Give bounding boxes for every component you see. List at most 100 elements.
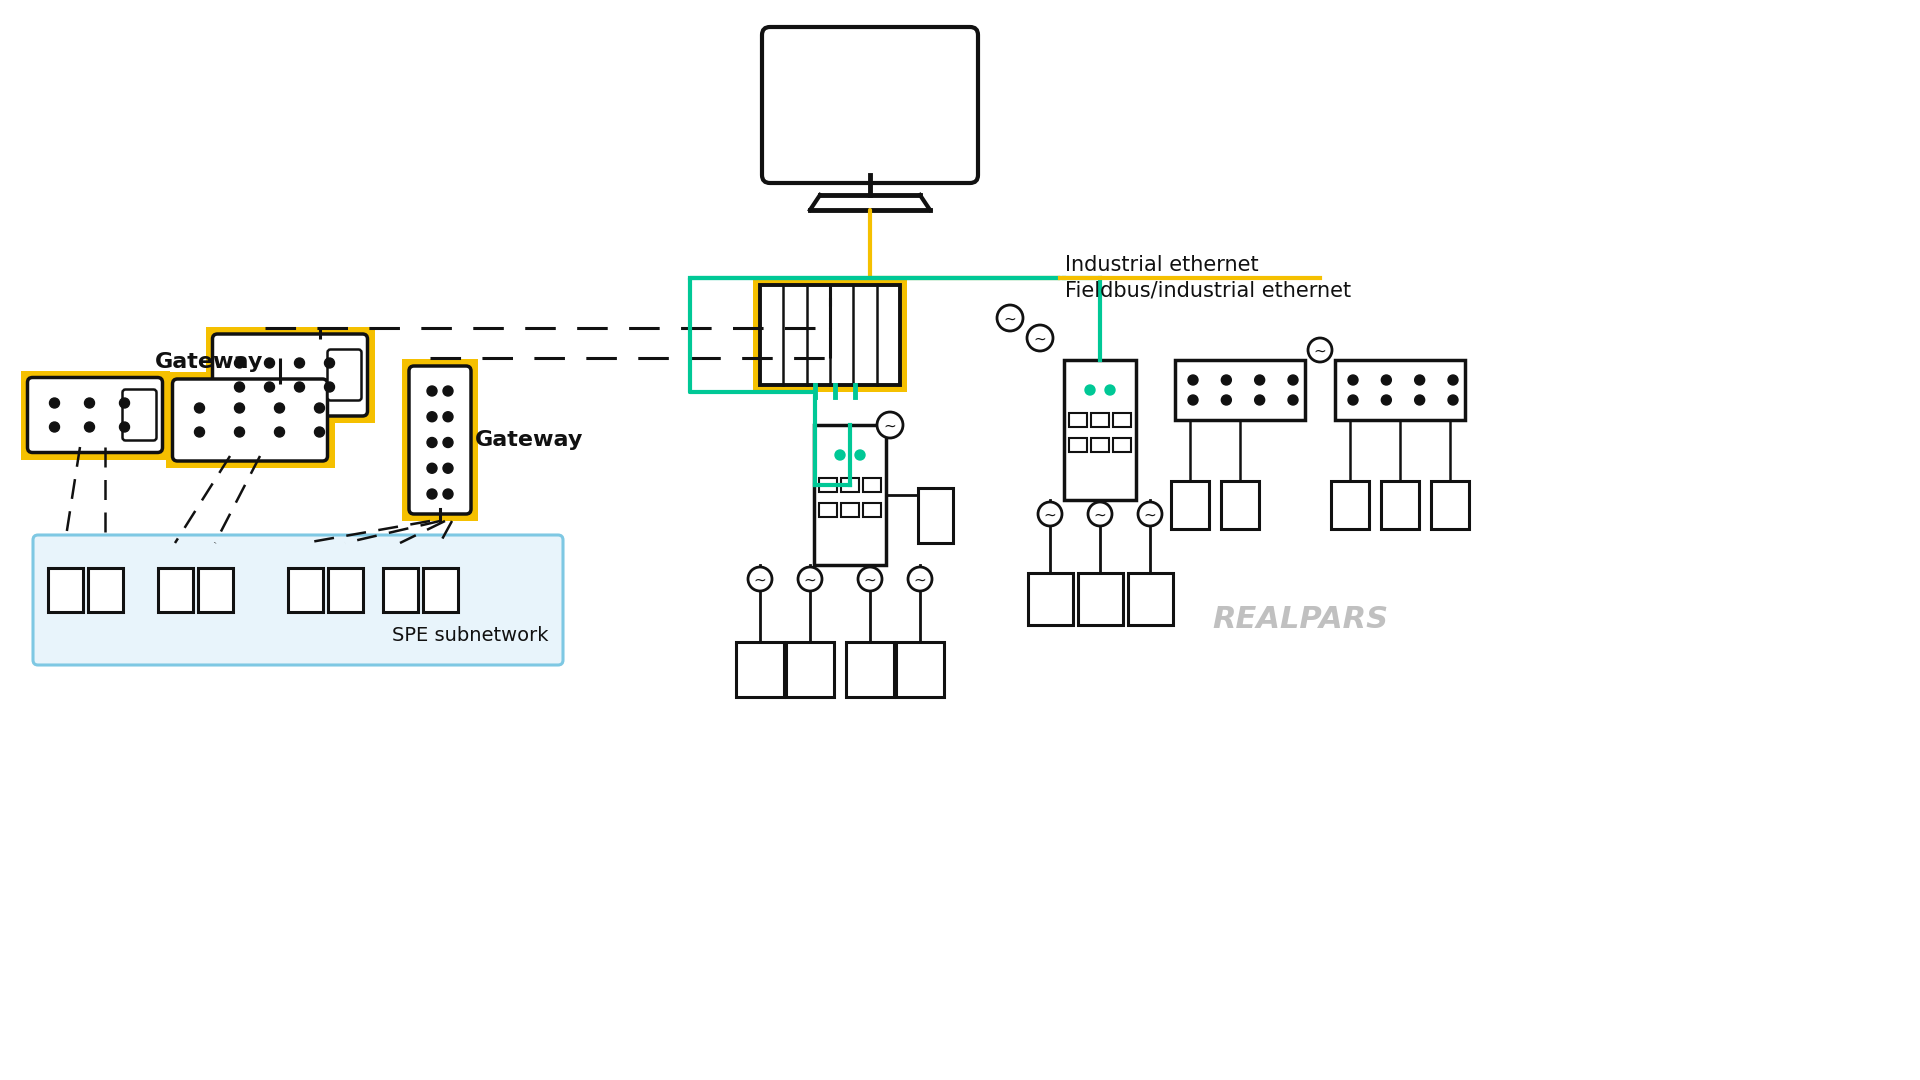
Circle shape — [444, 386, 453, 396]
Circle shape — [50, 399, 60, 408]
Circle shape — [1027, 325, 1052, 351]
Text: Gateway: Gateway — [156, 352, 263, 372]
Circle shape — [1415, 395, 1425, 405]
Circle shape — [324, 357, 334, 368]
FancyBboxPatch shape — [173, 379, 328, 461]
Bar — [88, 568, 123, 612]
Circle shape — [854, 450, 866, 460]
Bar — [1171, 481, 1210, 529]
Bar — [841, 503, 858, 517]
Bar — [814, 426, 885, 565]
Circle shape — [1139, 502, 1162, 526]
Circle shape — [315, 403, 324, 413]
Bar — [1221, 481, 1260, 529]
Circle shape — [1448, 395, 1457, 405]
Circle shape — [1085, 384, 1094, 395]
Circle shape — [444, 437, 453, 447]
Circle shape — [426, 411, 438, 422]
Bar — [157, 568, 192, 612]
Bar — [198, 568, 232, 612]
Circle shape — [234, 403, 244, 413]
Bar — [48, 568, 83, 612]
Circle shape — [1348, 375, 1357, 384]
Text: ~: ~ — [864, 572, 876, 588]
FancyBboxPatch shape — [213, 334, 367, 416]
Bar — [1127, 573, 1173, 625]
Circle shape — [426, 437, 438, 447]
Circle shape — [1254, 395, 1265, 405]
Circle shape — [444, 489, 453, 499]
Circle shape — [1380, 375, 1392, 384]
Text: ~: ~ — [1044, 508, 1056, 523]
FancyBboxPatch shape — [33, 535, 563, 665]
Bar — [1077, 573, 1123, 625]
Bar — [753, 278, 906, 392]
Bar — [1091, 413, 1110, 427]
Bar — [1114, 438, 1131, 453]
Text: ~: ~ — [755, 572, 766, 588]
Text: ~: ~ — [1144, 508, 1156, 523]
Circle shape — [1221, 375, 1231, 384]
Circle shape — [324, 382, 334, 392]
Circle shape — [426, 386, 438, 396]
Circle shape — [444, 411, 453, 422]
Circle shape — [1415, 375, 1425, 384]
Bar — [1091, 438, 1110, 453]
Circle shape — [799, 567, 822, 591]
Bar — [1334, 360, 1465, 420]
Text: ~: ~ — [804, 572, 816, 588]
Bar — [1175, 360, 1306, 420]
Circle shape — [50, 422, 60, 432]
Circle shape — [426, 463, 438, 473]
Circle shape — [119, 422, 129, 432]
Bar — [1430, 481, 1469, 529]
Bar — [841, 478, 858, 492]
Bar — [401, 359, 478, 521]
FancyBboxPatch shape — [328, 350, 361, 401]
Bar — [21, 370, 169, 459]
Circle shape — [294, 382, 305, 392]
Text: SPE subnetwork: SPE subnetwork — [392, 626, 547, 645]
Bar — [735, 642, 783, 697]
Circle shape — [1039, 502, 1062, 526]
Bar — [1069, 438, 1087, 453]
Circle shape — [234, 427, 244, 437]
Circle shape — [119, 399, 129, 408]
FancyBboxPatch shape — [762, 27, 977, 183]
Circle shape — [749, 567, 772, 591]
Bar — [1064, 360, 1137, 500]
Circle shape — [1380, 395, 1392, 405]
Bar — [1027, 573, 1073, 625]
Bar — [847, 642, 895, 697]
Bar — [205, 327, 374, 423]
FancyBboxPatch shape — [27, 378, 163, 453]
Bar — [862, 478, 881, 492]
Text: ~: ~ — [1004, 311, 1016, 326]
Bar — [897, 642, 945, 697]
Bar — [1114, 413, 1131, 427]
Circle shape — [1288, 375, 1298, 384]
Circle shape — [835, 450, 845, 460]
Circle shape — [265, 357, 275, 368]
Text: Industrial ethernet: Industrial ethernet — [1066, 255, 1260, 275]
Bar — [1069, 413, 1087, 427]
Circle shape — [265, 382, 275, 392]
Circle shape — [1188, 395, 1198, 405]
Circle shape — [234, 357, 244, 368]
FancyBboxPatch shape — [123, 390, 157, 441]
Bar — [422, 568, 457, 612]
Circle shape — [1448, 375, 1457, 384]
Bar — [918, 487, 952, 542]
Circle shape — [84, 399, 94, 408]
Circle shape — [444, 463, 453, 473]
Bar — [382, 568, 417, 612]
Circle shape — [275, 427, 284, 437]
Circle shape — [294, 357, 305, 368]
Circle shape — [1308, 338, 1332, 362]
Bar — [820, 478, 837, 492]
Circle shape — [1089, 502, 1112, 526]
Circle shape — [194, 403, 205, 413]
Bar — [785, 642, 833, 697]
Circle shape — [1106, 384, 1116, 395]
Text: ~: ~ — [1313, 343, 1327, 359]
